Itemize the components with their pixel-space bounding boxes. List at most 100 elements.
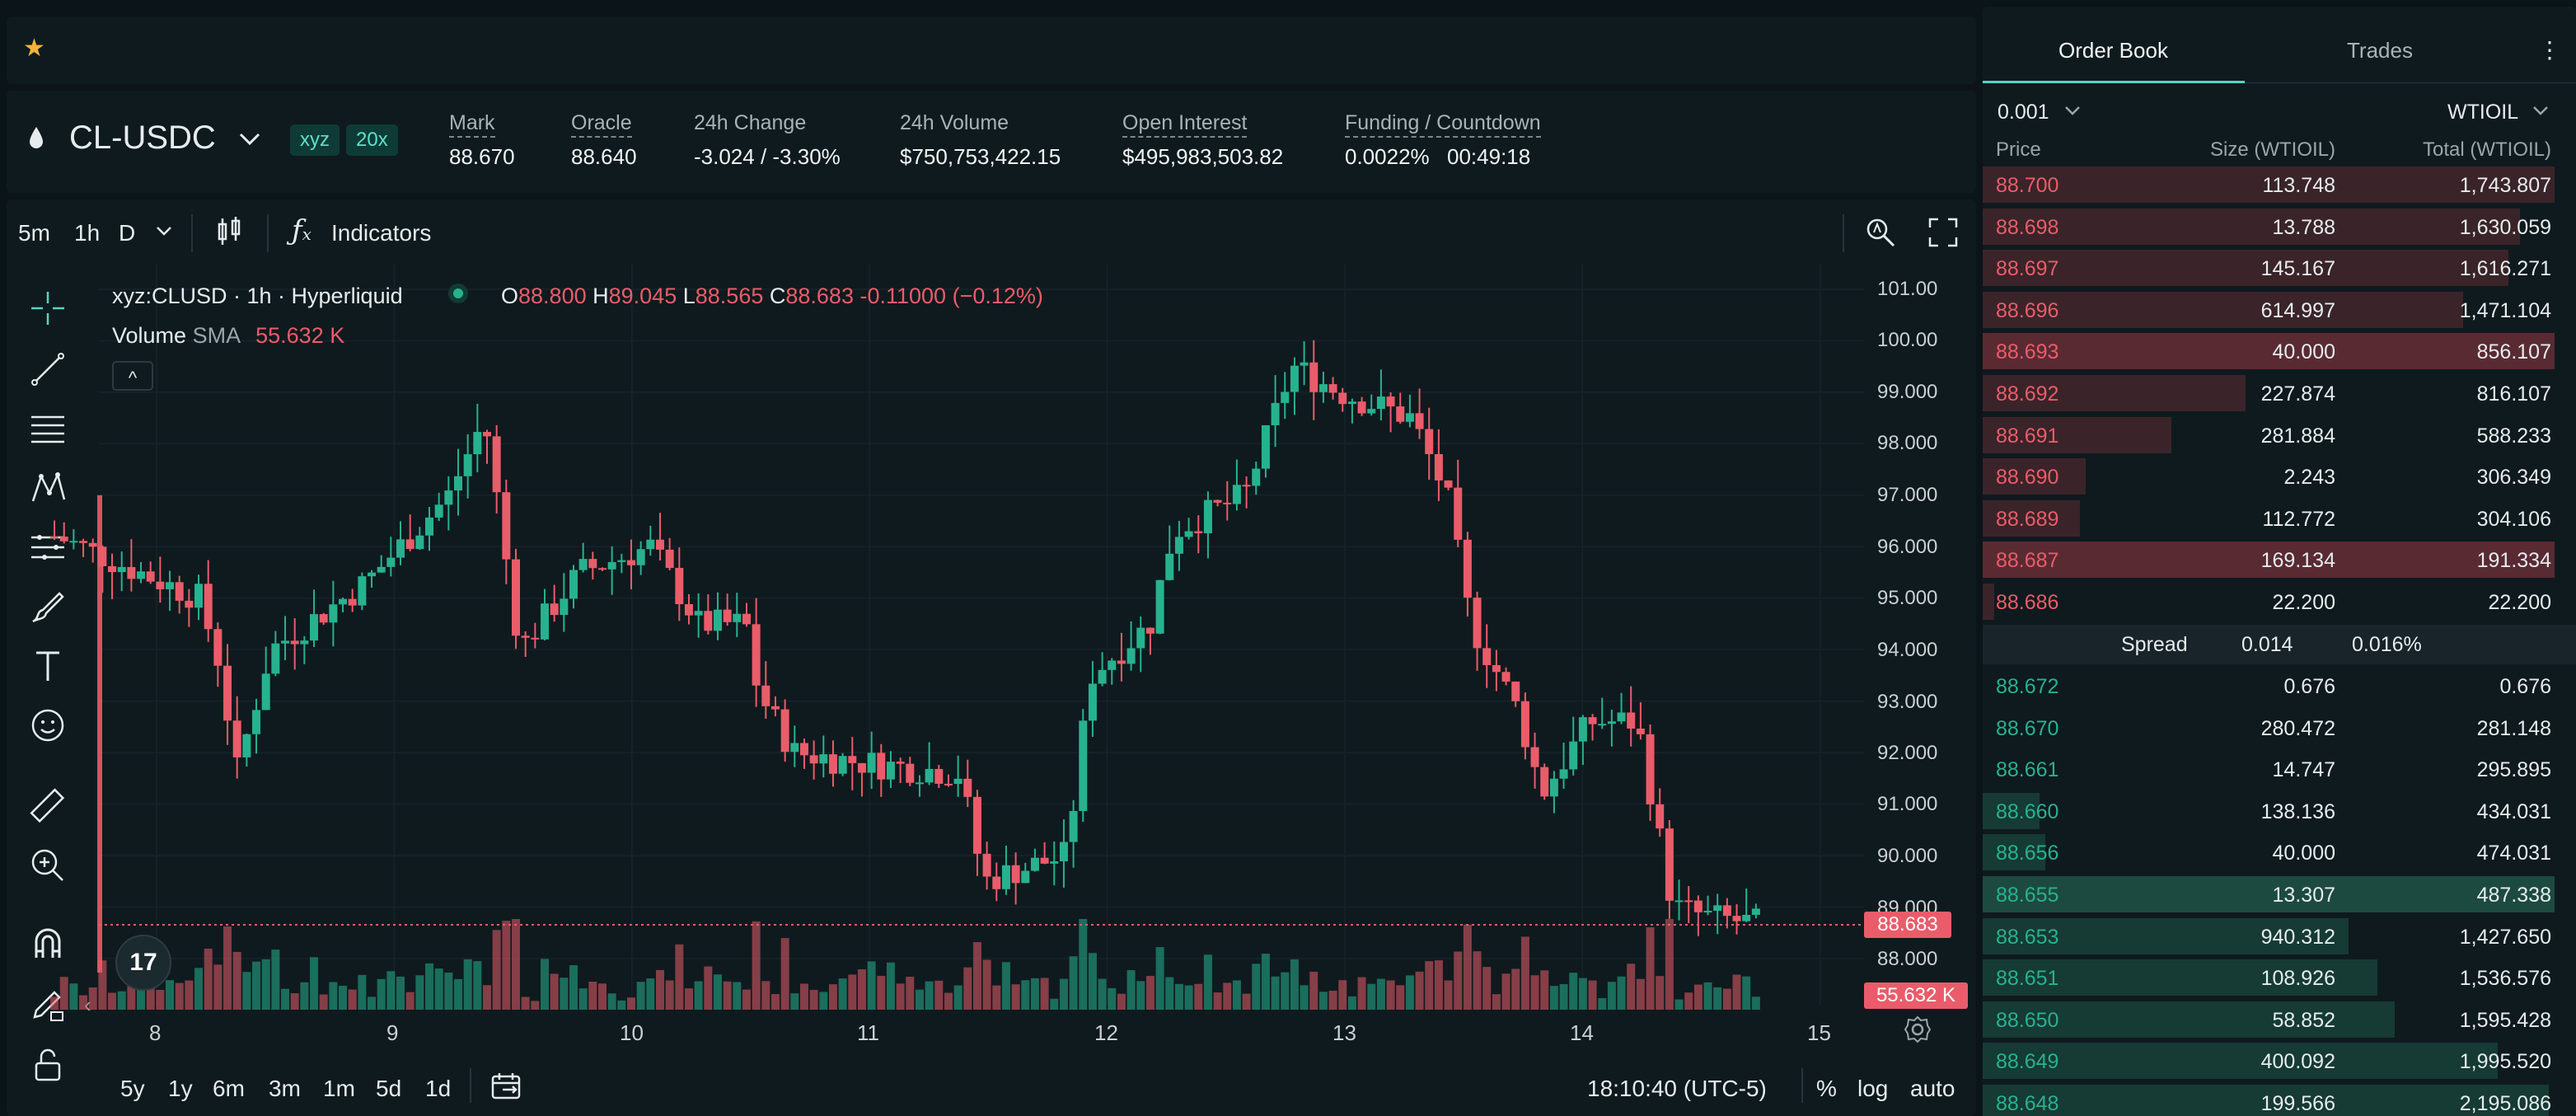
range-5d[interactable]: 5d [376, 1076, 402, 1101]
fullscreen-icon[interactable] [1928, 218, 1958, 251]
candle-body [1040, 857, 1049, 864]
more-icon[interactable]: ⋮ [2538, 37, 2561, 63]
date-range-icon[interactable] [491, 1071, 524, 1105]
range-1m[interactable]: 1m [323, 1076, 355, 1101]
ask-row[interactable]: 88.697 145.167 1,616.271 [1983, 248, 2576, 288]
chevron-down-icon[interactable] [155, 224, 173, 241]
interval-1h[interactable]: 1h [74, 220, 101, 246]
star-icon[interactable]: ★ [23, 35, 45, 62]
market-status-icon [448, 284, 468, 303]
candlestick-series [50, 340, 1760, 973]
tradingview-logo[interactable]: 17 [115, 935, 171, 991]
text-icon[interactable] [25, 643, 71, 689]
volume-bar [597, 983, 607, 1010]
pattern-icon[interactable] [25, 465, 71, 511]
ask-row[interactable]: 88.700 113.748 1,743.807 [1983, 165, 2576, 204]
bid-row[interactable]: 88.653 940.312 1,427.650 [1983, 917, 2576, 956]
measure-lines-icon[interactable] [25, 524, 71, 570]
range-1y[interactable]: 1y [168, 1076, 193, 1101]
range-3m[interactable]: 3m [269, 1076, 301, 1101]
candle-body [1300, 362, 1309, 366]
settings-icon[interactable] [1904, 1015, 1932, 1048]
zoom-icon[interactable] [25, 842, 71, 889]
collapse-legend-button[interactable]: ^ [112, 361, 153, 391]
legend-volume: Volume SMA 55.632 K [112, 323, 345, 348]
ask-row[interactable]: 88.696 614.997 1,471.104 [1983, 290, 2576, 330]
volume-bar [444, 973, 453, 1010]
auto-toggle[interactable]: auto [1910, 1076, 1955, 1101]
candle-body [733, 613, 742, 622]
candle-body [1482, 648, 1492, 665]
magnet-icon[interactable] [25, 921, 71, 968]
candle-body [953, 778, 962, 785]
interval-5m[interactable]: 5m [18, 220, 50, 246]
bid-row[interactable]: 88.648 199.566 2,195.086 [1983, 1083, 2576, 1116]
asset-select[interactable]: WTIOIL [2447, 101, 2519, 124]
volume-bar [578, 988, 588, 1010]
candle-body [1357, 401, 1366, 414]
ask-row[interactable]: 88.689 112.772 304.106 [1983, 499, 2576, 538]
trendline-icon[interactable] [25, 346, 71, 392]
chevron-down-icon[interactable] [2532, 104, 2550, 121]
tab-trades[interactable]: Trades [2347, 38, 2413, 63]
ask-row[interactable]: 88.687 169.134 191.334 [1983, 540, 2576, 579]
volume-bar [857, 968, 866, 1010]
bid-row[interactable]: 88.661 14.747 295.895 [1983, 749, 2576, 789]
price-chart[interactable] [0, 264, 1978, 1030]
ask-row[interactable]: 88.693 40.000 856.107 [1983, 331, 2576, 371]
indicators-button[interactable]: Indicators [331, 220, 432, 246]
collapse-toolbar-icon[interactable]: ‹ [84, 992, 91, 1017]
mark-value: 88.670 [449, 144, 515, 169]
percent-toggle[interactable]: % [1816, 1076, 1837, 1101]
emoji-icon[interactable] [25, 702, 71, 748]
candle-body [137, 571, 146, 579]
ruler-icon[interactable] [25, 783, 71, 829]
tab-order-book[interactable]: Order Book [2058, 38, 2168, 63]
lock-pencil-icon[interactable] [25, 982, 71, 1029]
volume-bar [684, 988, 693, 1010]
candle-body [1713, 905, 1722, 912]
bid-row[interactable]: 88.651 108.926 1,536.576 [1983, 958, 2576, 997]
fib-icon[interactable] [25, 406, 71, 452]
fx-icon[interactable]: ƒx [292, 214, 311, 247]
volume-bar [242, 972, 251, 1010]
bid-row[interactable]: 88.650 58.852 1,595.428 [1983, 1000, 2576, 1039]
bid-row[interactable]: 88.672 0.676 0.676 [1983, 666, 2576, 706]
bid-row[interactable]: 88.656 40.000 474.031 [1983, 832, 2576, 872]
volume-bar [1223, 982, 1232, 1010]
brush-icon[interactable] [25, 584, 71, 630]
log-toggle[interactable]: log [1857, 1076, 1889, 1101]
range-6m[interactable]: 6m [213, 1076, 245, 1101]
candle-body [521, 635, 530, 638]
size-cell: 113.748 [2262, 174, 2335, 197]
search-zoom-icon[interactable] [1864, 216, 1897, 253]
volume-bar [770, 994, 780, 1010]
ask-row[interactable]: 88.686 22.200 22.200 [1983, 582, 2576, 621]
ask-row[interactable]: 88.691 281.884 588.233 [1983, 415, 2576, 455]
candle-body [886, 762, 895, 780]
precision-select[interactable]: 0.001 [1998, 101, 2049, 124]
clock[interactable]: 18:10:40 (UTC-5) [1587, 1076, 1767, 1101]
interval-d[interactable]: D [119, 220, 136, 246]
candle-body [1338, 392, 1347, 405]
bid-row[interactable]: 88.655 13.307 487.338 [1983, 875, 2576, 914]
countdown-value: 00:49:18 [1447, 144, 1531, 169]
bid-row[interactable]: 88.660 138.136 434.031 [1983, 791, 2576, 831]
candle-body [531, 637, 540, 640]
range-5y[interactable]: 5y [120, 1076, 145, 1101]
range-1d[interactable]: 1d [425, 1076, 452, 1101]
ask-row[interactable]: 88.690 2.243 306.349 [1983, 457, 2576, 496]
chevron-down-icon[interactable] [237, 129, 262, 152]
lock-icon[interactable] [25, 1042, 71, 1088]
candles-icon[interactable] [216, 216, 242, 251]
bid-row[interactable]: 88.670 280.472 281.148 [1983, 708, 2576, 748]
market-symbol[interactable]: CL-USDC [69, 120, 216, 156]
volume-bar [1617, 976, 1626, 1010]
crosshair-icon[interactable] [25, 285, 71, 331]
leverage-badge[interactable]: 20x [346, 124, 398, 156]
bid-row[interactable]: 88.649 400.092 1,995.520 [1983, 1041, 2576, 1081]
ask-row[interactable]: 88.692 227.874 816.107 [1983, 373, 2576, 413]
volume-bar [906, 977, 915, 1010]
ask-row[interactable]: 88.698 13.788 1,630.059 [1983, 207, 2576, 246]
chevron-down-icon[interactable] [2063, 104, 2082, 121]
